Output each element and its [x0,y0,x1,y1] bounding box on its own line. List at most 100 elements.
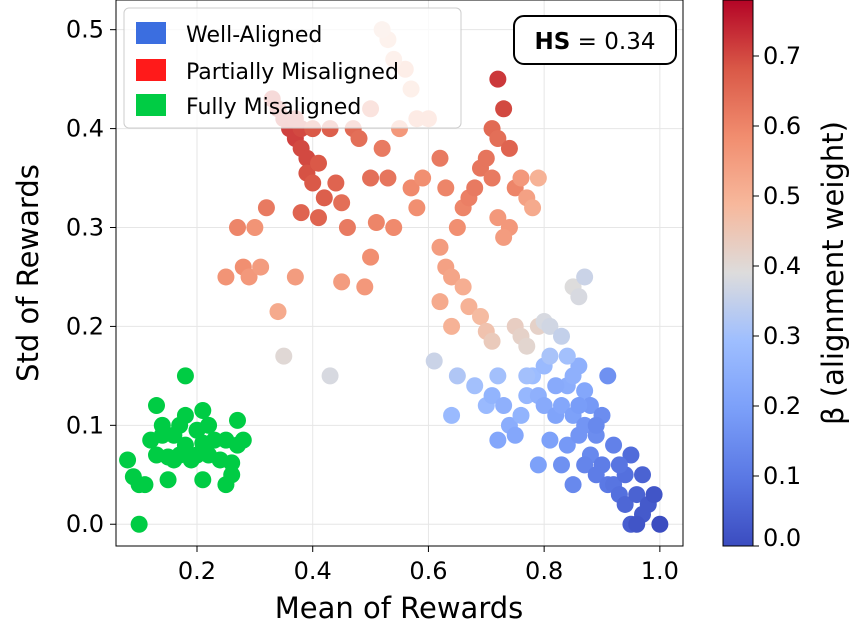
data-point [338,219,356,236]
x-axis-title: Mean of Rewards [275,591,524,625]
data-point [362,248,380,266]
data-point [460,298,478,316]
legend-swatch-well-aligned [136,22,166,44]
hs-value: = 0.34 [570,29,655,55]
data-point [500,139,518,157]
data-point [553,397,570,415]
data-point [558,347,576,365]
data-point [553,456,570,474]
data-point [200,416,218,434]
x-tick-label-0-4: 0.4 [294,557,332,585]
data-point [634,466,651,484]
legend-box [123,7,462,129]
legend-swatch-partially-misaligned [136,59,166,81]
data-point [489,431,507,449]
hs-annotation: HS = 0.34 [513,15,677,65]
data-point [443,406,461,424]
data-point [587,416,605,434]
data-point [651,515,669,533]
data-point [558,436,576,454]
data-point [367,214,385,232]
data-point [616,495,634,513]
colorbar-tick-label-0-5: 0.5 [763,182,801,210]
y-axis-title: Std of Rewards [11,164,45,382]
data-point [576,382,594,400]
data-point [431,149,449,167]
data-point [194,401,212,419]
data-point [570,288,588,306]
data-point [495,397,513,415]
data-point [448,367,466,385]
data-point [257,199,275,217]
data-point [483,332,501,350]
data-point [333,194,351,212]
colorbar-ticks: 0.0 0.1 0.2 0.3 0.4 0.5 0.6 0.7 [753,42,801,552]
data-point [466,377,484,395]
data-point [379,169,397,187]
data-point [176,367,194,385]
data-point [610,456,628,474]
data-point [587,466,605,484]
data-point [292,204,310,222]
y-tick-label-0-1: 0.1 [66,411,104,439]
data-point [217,268,235,286]
data-point [408,199,426,217]
data-point [310,154,327,172]
data-point [443,317,461,335]
data-point [252,258,270,276]
y-axis-ticks: 0.0 0.1 0.2 0.3 0.4 0.5 [66,16,116,538]
data-point [547,377,565,395]
data-point [622,446,640,464]
data-point [564,476,582,494]
data-point [518,337,536,355]
data-point [148,397,165,415]
data-point [229,411,246,429]
data-point [576,268,594,286]
data-point [286,268,304,286]
colorbar-tick-label-0-1: 0.1 [763,462,801,490]
data-point [431,238,449,256]
colorbar: 0.0 0.1 0.2 0.3 0.4 0.5 0.6 0.7 β (alignment we… [722,0,850,552]
data-point [130,515,148,533]
data-point [466,179,484,197]
y-tick-label-0-3: 0.3 [66,214,104,242]
data-point [535,397,553,415]
data-point [240,268,258,286]
hs-label: HS [535,29,571,55]
data-point [275,347,293,365]
data-point [304,174,322,192]
data-point [425,352,443,370]
legend: Well-Aligned Partially Misaligned Fully … [123,7,462,129]
data-point [472,308,489,326]
y-tick-label-0-2: 0.2 [66,312,104,340]
hs-annotation-box [513,15,677,65]
data-point [628,515,646,533]
plot-area-frame [115,0,684,547]
data-point [315,189,333,207]
data-point [327,174,345,192]
data-point [576,456,594,474]
colorbar-tick-label-0-4: 0.4 [763,252,801,280]
data-point [529,169,547,187]
data-point [553,327,570,345]
data-point [119,451,137,469]
data-point [223,466,241,484]
data-point [350,129,368,147]
data-point [356,278,374,296]
colorbar-tick-label-0-2: 0.2 [763,392,801,420]
legend-label-partially-misaligned: Partially Misaligned [186,60,399,85]
data-point [489,129,507,147]
data-point [448,219,466,236]
data-point [483,387,501,405]
legend-swatch-fully-misaligned [136,94,166,116]
data-point [489,367,507,385]
data-point [483,169,501,187]
x-axis-ticks: 0.2 0.4 0.6 0.8 1.0 [178,546,679,585]
data-point [333,273,351,291]
x-tick-label-0-2: 0.2 [178,557,216,585]
y-tick-label-0-0: 0.0 [66,510,104,538]
data-point [599,367,617,385]
data-point [414,169,432,187]
data-point [477,149,495,167]
data-point [223,454,241,472]
